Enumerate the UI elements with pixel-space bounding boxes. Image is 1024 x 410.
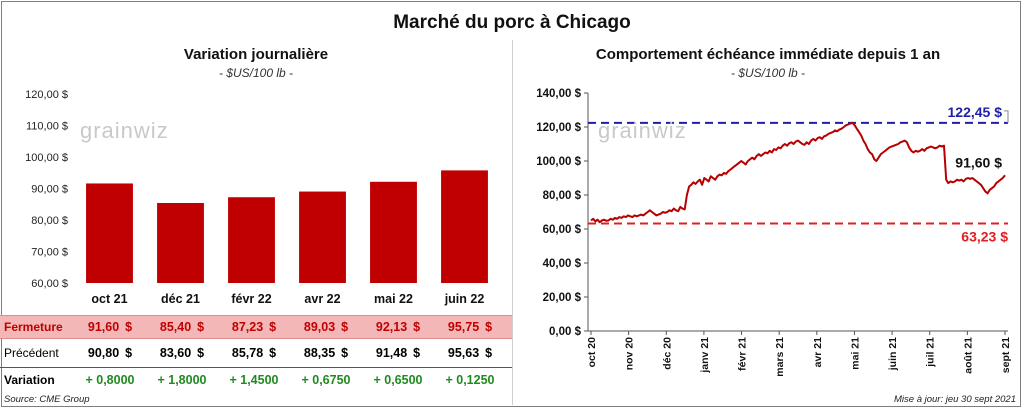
y-tick-label: 60,00 $ <box>543 224 582 236</box>
y-tick-label: 100,00 $ <box>536 156 581 168</box>
low-value-label: 63,23 $ <box>961 229 1008 245</box>
precedent-cell: 85,78 $ <box>231 346 277 360</box>
x-tick-label: mai 22 <box>374 292 413 306</box>
line-chart: 0,00 $ 20,00 $ 40,00 $ 60,00 $ 80,00 $ 100,00… <box>536 88 1012 377</box>
fermeture-label: Fermeture <box>4 320 63 334</box>
x-tick-label: déc 20 <box>661 337 673 370</box>
row-fermeture: Fermeture 91,60 $ 85,40 $ 87,23 $ 89,03 $ 92… <box>0 315 512 339</box>
y-tick-label: 40,00 $ <box>543 258 582 270</box>
fermeture-cell: 89,03 $ <box>303 320 349 334</box>
bar <box>441 170 488 283</box>
variation-cell: + 0,8000 <box>85 373 135 387</box>
high-label-connector <box>1004 110 1009 123</box>
fermeture-cell: 87,23 $ <box>231 320 277 334</box>
y-tick-label: 0,00 $ <box>549 326 582 338</box>
bar <box>228 197 275 283</box>
y-tick-label: 120,00 $ <box>25 89 68 101</box>
bar-chart: 60,00 $ 70,00 $ 80,00 $ 90,00 $ 100,00 $ 110,… <box>25 89 488 306</box>
high-value-label: 122,45 $ <box>948 104 1003 120</box>
y-tick-label: 90,00 $ <box>31 184 68 196</box>
x-tick-label: avr 21 <box>812 337 824 368</box>
x-tick-label: avr 22 <box>304 292 340 306</box>
update-note: Mise à jour: jeu 30 sept 2021 <box>894 394 1016 405</box>
y-tick-label: 140,00 $ <box>536 88 581 100</box>
left-watermark: grainwiz <box>80 118 169 143</box>
x-tick-label: févr 21 <box>737 337 749 371</box>
row-variation: Variation + 0,8000 + 1,8000 + 1,4500 + 0… <box>0 369 512 391</box>
x-tick-label: juin 22 <box>444 292 485 306</box>
variation-cell: + 0,1250 <box>445 373 495 387</box>
bar <box>370 181 417 283</box>
precedent-cell: 91,48 $ <box>375 346 421 360</box>
x-tick-label: sept 21 <box>1000 337 1012 373</box>
y-tick-label: 70,00 $ <box>31 247 68 259</box>
y-tick-label: 100,00 $ <box>25 152 68 164</box>
left-chart-unit: - $US/100 lb - <box>218 66 294 80</box>
x-tick-label: janv 21 <box>699 337 711 374</box>
y-tick-label: 120,00 $ <box>536 122 581 134</box>
right-chart-unit: - $US/100 lb - <box>730 66 806 80</box>
panel-divider <box>512 40 513 405</box>
fermeture-cell: 92,13 $ <box>375 320 421 334</box>
x-tick-label: mai 21 <box>849 337 861 370</box>
source-note: Source: CME Group <box>4 394 90 405</box>
left-chart-title: Variation journalière <box>183 46 329 63</box>
variation-cell: + 0,6500 <box>373 373 423 387</box>
fermeture-cell: 91,60 $ <box>87 320 133 334</box>
y-tick-label: 80,00 $ <box>543 190 582 202</box>
x-tick-label: juil 21 <box>925 337 937 368</box>
bar <box>157 202 204 283</box>
x-tick-label: déc 21 <box>161 292 200 306</box>
table-separator <box>0 367 512 368</box>
right-watermark: grainwiz <box>598 118 687 143</box>
precedent-cell: 83,60 $ <box>159 346 205 360</box>
fermeture-cell: 85,40 $ <box>159 320 205 334</box>
variation-cell: + 0,6750 <box>301 373 351 387</box>
y-tick-label: 20,00 $ <box>543 292 582 304</box>
variation-label: Variation <box>4 373 55 387</box>
bar <box>299 191 346 283</box>
bar <box>86 183 133 283</box>
x-tick-label: oct 21 <box>91 292 127 306</box>
fermeture-cell: 95,75 $ <box>447 320 493 334</box>
precedent-label: Précédent <box>4 346 59 360</box>
y-tick-label: 60,00 $ <box>31 278 68 290</box>
right-chart-title: Comportement échéance immédiate depuis 1… <box>595 46 941 63</box>
price-line <box>590 121 1006 224</box>
x-tick-label: oct 20 <box>586 337 598 368</box>
y-tick-label: 80,00 $ <box>31 215 68 227</box>
row-precedent: Précédent 90,80 $ 83,60 $ 85,78 $ 88,35 $ 91… <box>0 342 512 364</box>
precedent-cell: 90,80 $ <box>87 346 133 360</box>
x-tick-label: août 21 <box>962 337 974 374</box>
variation-cell: + 1,4500 <box>229 373 279 387</box>
x-tick-label: nov 20 <box>624 337 636 370</box>
variation-cell: + 1,8000 <box>157 373 207 387</box>
y-tick-label: 110,00 $ <box>26 121 68 133</box>
precedent-cell: 88,35 $ <box>303 346 349 360</box>
precedent-cell: 95,63 $ <box>447 346 493 360</box>
x-tick-label: mars 21 <box>774 337 786 377</box>
x-tick-label: févr 22 <box>231 292 271 306</box>
last-value-label: 91,60 $ <box>955 154 1002 170</box>
main-title: Marché du porc à Chicago <box>393 12 631 33</box>
x-tick-label: juin 21 <box>887 337 899 371</box>
